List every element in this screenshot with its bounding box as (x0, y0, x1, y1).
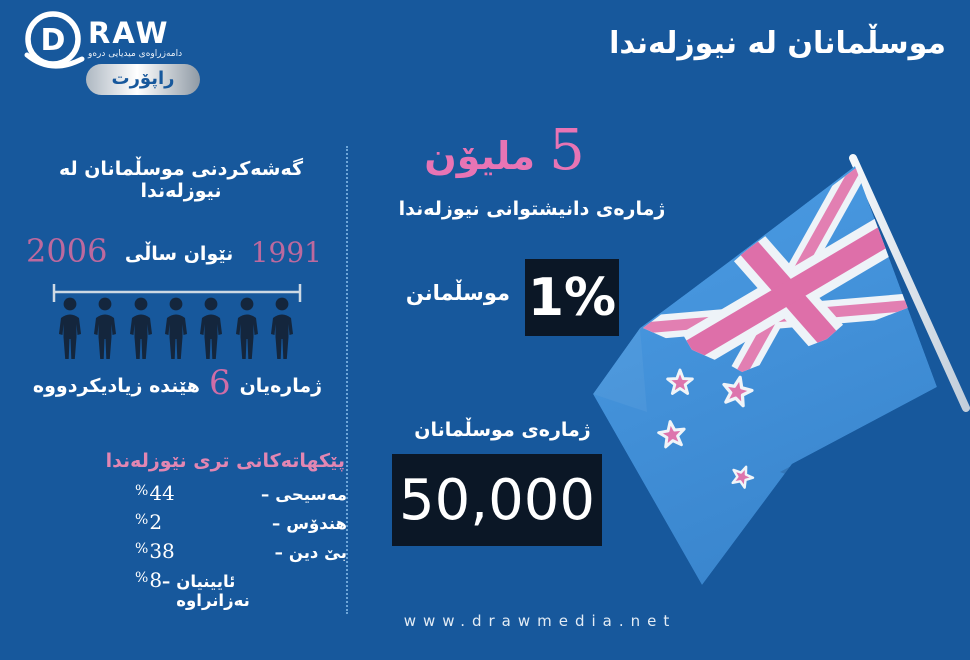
muslim-count-box: 50,000 (392, 454, 602, 546)
religion-row: %44 – مەسیحی (135, 481, 347, 510)
religion-row: %8 – ئایینیان نەزانراوە (135, 568, 347, 610)
religion-label: – بێ دین (274, 543, 347, 562)
increase-factor: 6 (208, 363, 231, 403)
muslim-count-label: ژمارەی موسڵمانان (414, 419, 591, 441)
logo-d-letter: D (41, 23, 66, 58)
flagpole-icon (849, 154, 970, 412)
people-pictograph (55, 297, 297, 361)
religion-label: – ئایینیان نەزانراوە (162, 572, 250, 610)
growth-heading: گەشەکردنی موسڵمانان لە نیوزلەندا (58, 158, 304, 202)
dash: – (162, 572, 171, 591)
religion-value: %38 (135, 539, 175, 563)
muslim-percent-label: موسڵمانن (405, 281, 510, 305)
religion-value: %2 (135, 510, 163, 534)
religion-row: %2 – هندۆس (135, 510, 347, 539)
population-unit: ملیۆن (424, 134, 536, 178)
religion-row: %38 – بێ دین (135, 539, 347, 568)
timeline-years: 2006 نێوان ساڵی 1991 (26, 232, 322, 270)
person-icon (129, 297, 152, 359)
year-2006: 2006 (26, 232, 108, 270)
population-caption: ژمارەی دانیشتوانی نیوزلەندا (398, 198, 666, 220)
increase-prefix: ژمارەیان (239, 375, 323, 397)
population-figure: 5 ملیۆن (392, 118, 617, 183)
person-icon (164, 297, 187, 359)
report-badge: راپۆرت (86, 64, 200, 95)
logo-raw-text: RAW (88, 16, 170, 50)
religion-list: %44 – مەسیحی %2 – هندۆس %38 – بێ دین %8 – ئا… (135, 481, 347, 610)
timeline-axis (52, 284, 302, 302)
year-1991: 1991 (250, 236, 322, 269)
religion-value: %8 (135, 568, 163, 592)
increase-suffix: هێندە زیادیکردووە (32, 375, 200, 397)
person-icon (235, 297, 258, 359)
religion-label: – مەسیحی (260, 485, 347, 504)
person-icon (270, 297, 293, 359)
composition-heading: پێکهاتەکانی تری نێوزلەندا (105, 450, 345, 472)
dash: – (274, 543, 283, 562)
muslim-percent-box: 1% (525, 259, 619, 336)
muslim-percent-value: 1% (527, 267, 617, 328)
page-title: موسڵمانان لە نیوزلەندا (609, 26, 946, 61)
population-number: 5 (549, 118, 585, 183)
nz-flag-illustration (593, 154, 970, 585)
logo-tagline: دامەزراوەی میدیایی درەو (88, 49, 183, 59)
person-icon (59, 297, 81, 359)
person-icon (94, 297, 117, 359)
dash: – (272, 514, 281, 533)
dash: – (260, 485, 270, 504)
religion-label: – هندۆس (272, 514, 347, 533)
draw-logo-icon: D (24, 11, 85, 69)
website-url: www.drawmedia.net (403, 612, 677, 630)
between-years-label: نێوان ساڵی (124, 243, 234, 265)
person-icon (200, 297, 223, 359)
increase-statement: ژمارەیان 6 هێندە زیادیکردووە (20, 361, 335, 403)
union-jack-icon (643, 168, 915, 372)
southern-cross-stars-icon (657, 368, 755, 489)
religion-value: %44 (135, 481, 175, 505)
dotted-divider (346, 146, 348, 614)
muslim-count-value: 50,000 (399, 467, 595, 533)
